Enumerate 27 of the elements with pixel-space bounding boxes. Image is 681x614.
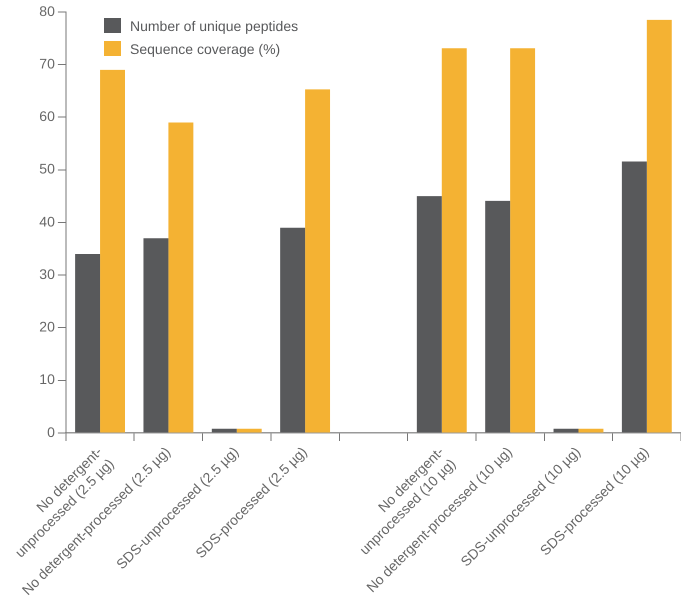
- y-tick-label: 80: [39, 2, 56, 19]
- bar: [305, 89, 330, 432]
- bar: [442, 48, 467, 432]
- bar: [280, 228, 306, 432]
- y-tick-label: 10: [39, 371, 56, 388]
- y-tick-label: 40: [39, 213, 56, 230]
- y-tick-label: 60: [39, 108, 56, 124]
- legend-label: Sequence coverage (%): [130, 40, 280, 56]
- bar: [143, 238, 168, 432]
- bar: [168, 122, 194, 432]
- bar: [75, 254, 100, 432]
- bar: [416, 196, 442, 432]
- y-tick-label: 70: [39, 55, 56, 72]
- y-tick-label: 20: [39, 318, 56, 335]
- y-tick-label: 50: [39, 160, 56, 177]
- bar: [622, 161, 647, 432]
- y-tick-label: 0: [47, 424, 56, 440]
- bar: [485, 200, 510, 432]
- bar: [646, 20, 672, 432]
- y-tick-label: 30: [39, 266, 56, 282]
- legend-label: Number of unique peptides: [130, 18, 298, 34]
- bar: [554, 428, 578, 432]
- bar: [578, 428, 604, 432]
- bar: [236, 428, 262, 432]
- bar: [212, 428, 237, 432]
- bar: [510, 48, 536, 432]
- bar: [100, 70, 126, 432]
